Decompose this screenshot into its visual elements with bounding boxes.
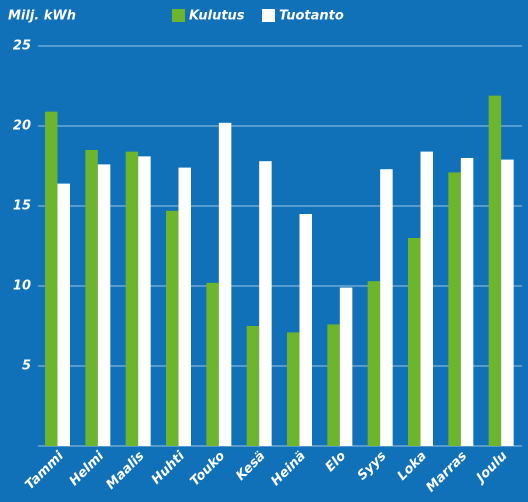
bar <box>57 183 70 446</box>
y-tick-label: 25 <box>13 39 31 54</box>
y-tick-label: 20 <box>13 119 31 134</box>
bar <box>166 210 179 446</box>
bar <box>420 151 433 446</box>
bar <box>138 156 151 446</box>
bar <box>299 214 312 446</box>
bar <box>380 169 393 446</box>
y-axis-label: Milj. kWh <box>8 9 76 24</box>
legend-label: Kulutus <box>189 9 245 24</box>
bar <box>85 150 98 446</box>
y-tick-label: 15 <box>13 199 31 214</box>
bar <box>501 159 514 446</box>
bar <box>327 324 340 446</box>
bar <box>97 164 111 446</box>
bar <box>218 122 232 447</box>
legend-swatch <box>172 9 185 22</box>
bar <box>45 111 58 446</box>
bar <box>178 167 191 446</box>
bar <box>339 287 353 446</box>
y-tick-label: 10 <box>13 279 31 294</box>
legend-label: Tuotanto <box>279 9 344 24</box>
bar <box>125 151 139 446</box>
bar <box>408 238 421 446</box>
bar <box>206 282 219 446</box>
bar <box>488 95 502 446</box>
bar <box>246 326 260 446</box>
bar <box>448 172 461 446</box>
bar <box>367 281 381 446</box>
legend-swatch <box>262 9 275 22</box>
bar <box>287 332 300 446</box>
bar <box>460 158 474 446</box>
bar <box>259 161 272 446</box>
y-tick-label: 5 <box>22 359 31 374</box>
